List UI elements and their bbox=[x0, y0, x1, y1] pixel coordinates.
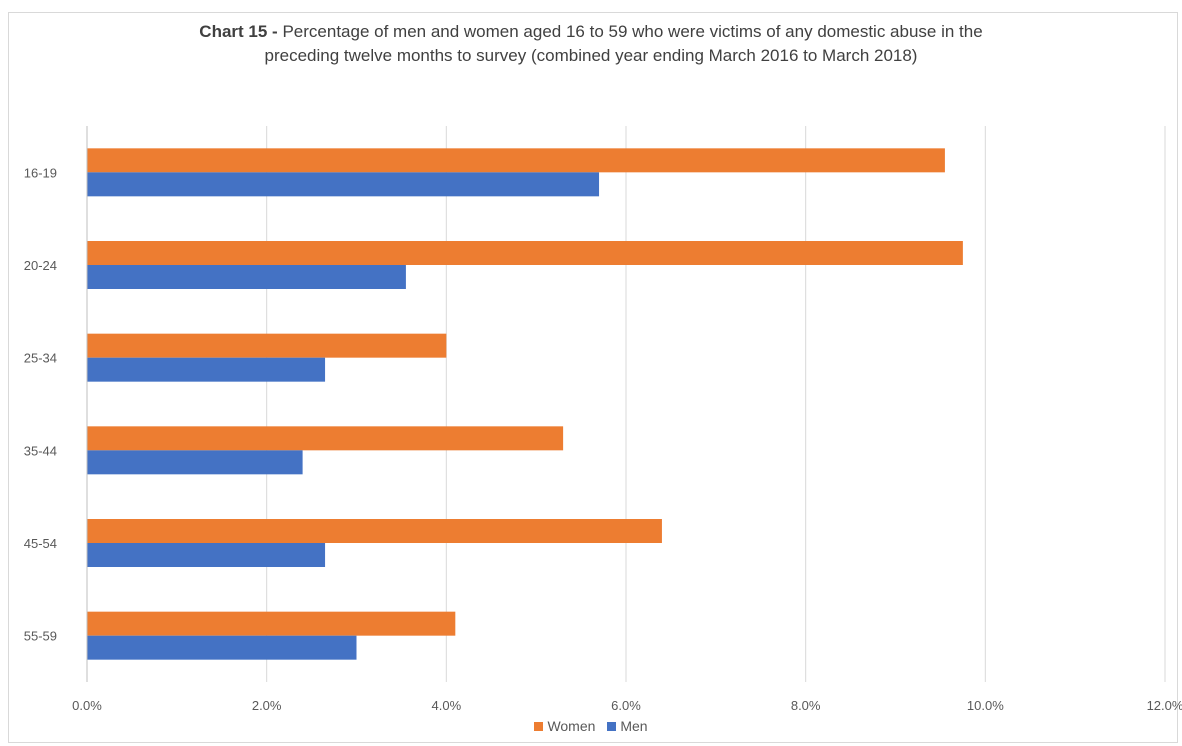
chart-title-line2: preceding twelve months to survey (combi… bbox=[264, 46, 918, 65]
bar-women bbox=[87, 611, 456, 636]
x-tick-label: 0.0% bbox=[72, 698, 102, 713]
legend-item-men: Men bbox=[607, 718, 648, 734]
bar-women bbox=[87, 333, 447, 358]
y-tick-label: 20-24 bbox=[24, 258, 57, 273]
bar-women bbox=[87, 426, 564, 451]
y-tick-label: 25-34 bbox=[24, 351, 57, 366]
legend-item-women: Women bbox=[534, 718, 595, 734]
bar-men bbox=[87, 357, 326, 382]
legend-swatch-women bbox=[534, 722, 544, 731]
y-tick-label: 35-44 bbox=[24, 443, 57, 458]
y-tick-label: 16-19 bbox=[24, 165, 57, 180]
chart-title-bold: Chart 15 - bbox=[199, 22, 278, 41]
bar-women bbox=[87, 241, 963, 265]
legend-label-women: Women bbox=[547, 718, 596, 734]
x-tick-label: 4.0% bbox=[432, 698, 462, 713]
bar-men bbox=[87, 635, 357, 660]
chart-title-text: Percentage of men and women aged 16 to 5… bbox=[282, 22, 983, 41]
bar-women bbox=[87, 519, 662, 543]
y-tick-label: 45-54 bbox=[24, 536, 57, 551]
x-tick-label: 6.0% bbox=[611, 698, 641, 713]
y-tick-label: 55-59 bbox=[24, 629, 57, 644]
bar-men bbox=[87, 543, 326, 567]
bar-men bbox=[87, 450, 303, 475]
legend-swatch-men bbox=[607, 722, 617, 731]
legend: Women Men bbox=[0, 718, 1182, 734]
bar-men bbox=[87, 172, 600, 197]
bar-women bbox=[87, 148, 945, 173]
x-tick-label: 12.0% bbox=[1147, 698, 1182, 713]
x-tick-label: 10.0% bbox=[967, 698, 1004, 713]
chart-title: Chart 15 - Percentage of men and women a… bbox=[0, 20, 1182, 68]
legend-label-men: Men bbox=[620, 718, 648, 734]
bar-men bbox=[87, 265, 406, 289]
x-tick-label: 8.0% bbox=[791, 698, 821, 713]
x-tick-label: 2.0% bbox=[252, 698, 282, 713]
